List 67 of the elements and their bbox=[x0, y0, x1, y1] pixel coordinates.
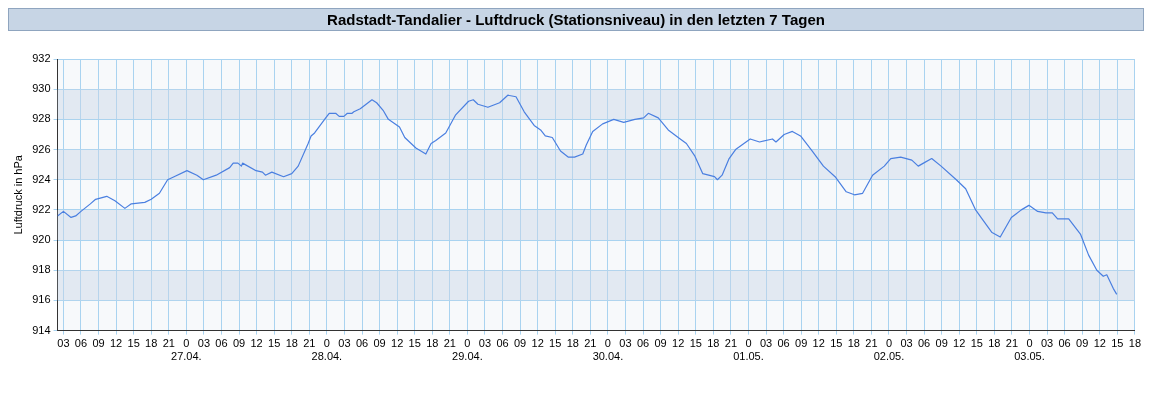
y-tick-label: 922 bbox=[32, 202, 51, 215]
y-tick-label: 914 bbox=[32, 323, 51, 336]
x-tick-label: 09 bbox=[1076, 337, 1089, 350]
x-tick-label: 12 bbox=[531, 337, 544, 350]
x-tick-label: 18 bbox=[426, 337, 439, 350]
y-tick-label: 928 bbox=[32, 112, 51, 125]
x-tick-label: 15 bbox=[830, 337, 843, 350]
x-tick-label: 12 bbox=[672, 337, 685, 350]
x-tick-label: 15 bbox=[689, 337, 702, 350]
x-tick-label: 18 bbox=[566, 337, 579, 350]
x-tick-label: 18 bbox=[145, 337, 158, 350]
x-tick-label: 21 bbox=[584, 337, 597, 350]
x-tick-label: 21 bbox=[443, 337, 456, 350]
x-tick-label: 09 bbox=[513, 337, 527, 350]
x-tick-label: 03 bbox=[900, 337, 913, 350]
x-tick-label: 12 bbox=[109, 337, 123, 350]
x-tick-label: 21 bbox=[865, 337, 878, 350]
x-tick-label: 09 bbox=[232, 337, 246, 350]
x-tick-label: 18 bbox=[847, 337, 860, 350]
x-tick-label: 15 bbox=[408, 337, 421, 350]
x-tick-label: 21 bbox=[303, 337, 316, 350]
x-tick-label: 12 bbox=[391, 337, 404, 350]
x-tick-label: 15 bbox=[1111, 337, 1124, 350]
x-tick-label: 12 bbox=[953, 337, 966, 350]
x-tick-label: 15 bbox=[268, 337, 281, 350]
x-tick-label: 06 bbox=[215, 337, 228, 350]
chart-title: Radstadt-Tandalier - Luftdruck (Stationsniveau) in den letzten 7 Tagen bbox=[8, 8, 1144, 31]
x-tick-label: 03 bbox=[1040, 337, 1054, 350]
y-tick-label: 932 bbox=[32, 52, 51, 65]
y-tick-label: 930 bbox=[32, 82, 51, 95]
y-tick-label: 920 bbox=[32, 233, 51, 246]
x-tick-label: 09 bbox=[654, 337, 667, 350]
x-tick-label: 09 bbox=[92, 337, 105, 350]
x-tick-label: 03 bbox=[619, 337, 632, 350]
x-tick-label: 06 bbox=[74, 337, 88, 350]
x-tick-label: 15 bbox=[127, 337, 140, 350]
x-tick-label: 06 bbox=[636, 337, 650, 350]
y-tick-label: 924 bbox=[32, 172, 51, 185]
x-tick-label: 09 bbox=[795, 337, 808, 350]
x-tick-label: 18 bbox=[285, 337, 298, 350]
x-tick-label: 21 bbox=[1005, 337, 1019, 350]
x-tick-label: 06 bbox=[355, 337, 369, 350]
y-tick-label: 916 bbox=[32, 293, 51, 306]
x-tick-label: 06 bbox=[917, 337, 931, 350]
x-tick-label: 09 bbox=[935, 337, 948, 350]
x-tick-label: 06 bbox=[496, 337, 509, 350]
x-tick-label: 18 bbox=[1128, 337, 1142, 350]
x-tick-label: 12 bbox=[812, 337, 825, 350]
x-tick-label: 03 bbox=[197, 337, 211, 350]
x-tick-label: 03 bbox=[57, 337, 70, 350]
x-tick-label: 21 bbox=[162, 337, 175, 350]
x-tick-label: 06 bbox=[1058, 337, 1071, 350]
x-tick-label: 15 bbox=[970, 337, 983, 350]
x-tick-label: 18 bbox=[988, 337, 1001, 350]
x-tick-label: 03 bbox=[759, 337, 773, 350]
x-tick-label: 06 bbox=[777, 337, 790, 350]
y-tick-label: 918 bbox=[32, 263, 51, 276]
x-tick-label: 15 bbox=[549, 337, 562, 350]
x-tick-label: 12 bbox=[250, 337, 263, 350]
x-tick-label: 09 bbox=[373, 337, 386, 350]
x-tick-label: 18 bbox=[707, 337, 720, 350]
y-tick-label: 926 bbox=[32, 142, 51, 155]
y-axis-title: Luftdruck in hPa bbox=[11, 154, 24, 235]
x-tick-label: 03 bbox=[338, 337, 351, 350]
x-tick-label: 03 bbox=[478, 337, 492, 350]
x-tick-label: 12 bbox=[1093, 337, 1106, 350]
x-tick-label: 21 bbox=[724, 337, 738, 350]
